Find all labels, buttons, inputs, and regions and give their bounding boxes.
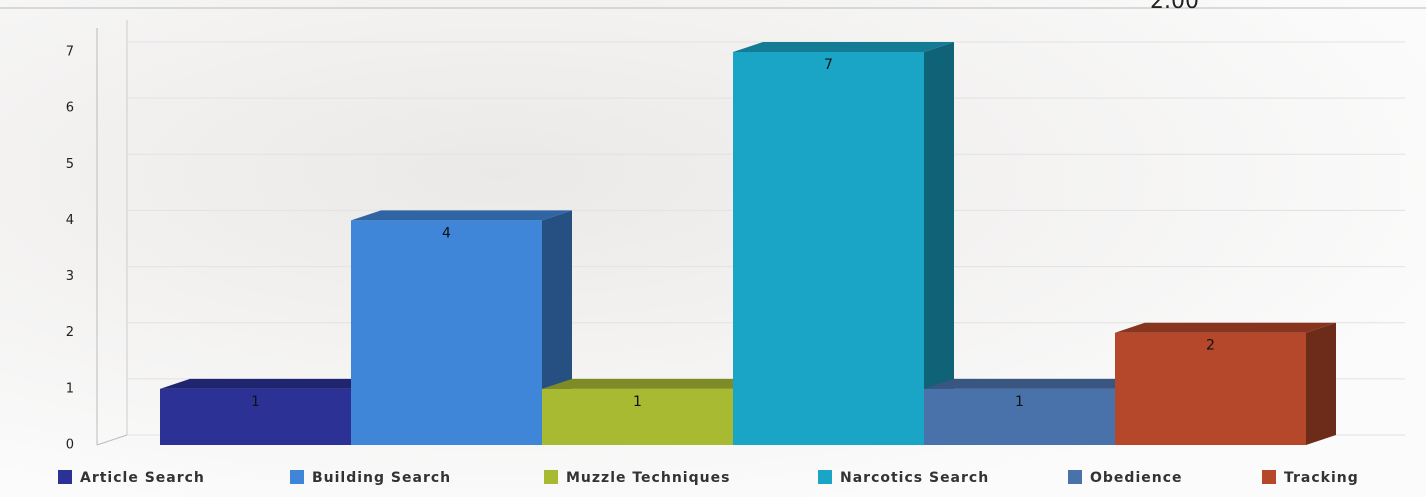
legend-swatch [290,470,304,484]
y-tick-label: 7 [66,45,74,60]
bar-side [924,42,954,445]
bar [924,388,1115,445]
bar-top [924,378,1145,389]
bar [1115,332,1306,445]
bar-side [1306,322,1336,445]
legend-label: Tracking [1284,470,1359,486]
legend-label: Muzzle Techniques [566,470,730,486]
data-label: 7 [824,57,833,73]
bar-top [542,378,763,389]
data-label: 1 [1015,394,1024,410]
bar [733,52,924,445]
bar-top [733,42,954,52]
annotation: 2.00 [1150,0,1199,14]
bar-top [351,210,572,221]
legend-swatch [544,470,558,484]
data-label: 1 [251,394,260,410]
bar [351,220,542,445]
data-label: 1 [633,394,642,410]
legend-swatch [1262,470,1276,484]
y-tick-label: 0 [66,438,74,453]
legend-swatch [58,470,72,484]
legend-label: Article Search [80,470,205,486]
y-tick-label: 6 [66,101,74,116]
y-tick-label: 2 [66,325,74,340]
legend-swatch [1068,470,1082,484]
legend-label: Narcotics Search [840,470,989,486]
data-label: 2 [1206,338,1215,354]
y-tick-label: 3 [66,269,74,284]
legend-label: Obedience [1090,470,1183,486]
data-label: 4 [442,225,451,241]
bar [542,388,733,445]
y-tick-label: 5 [66,157,74,172]
bar [160,388,351,445]
y-tick-label: 1 [66,381,74,396]
legend-label: Building Search [312,470,451,486]
bar-top [1115,322,1336,333]
legend-swatch [818,470,832,484]
bar-top [160,378,381,389]
floor-line [96,434,128,446]
y-tick-label: 4 [66,213,74,228]
